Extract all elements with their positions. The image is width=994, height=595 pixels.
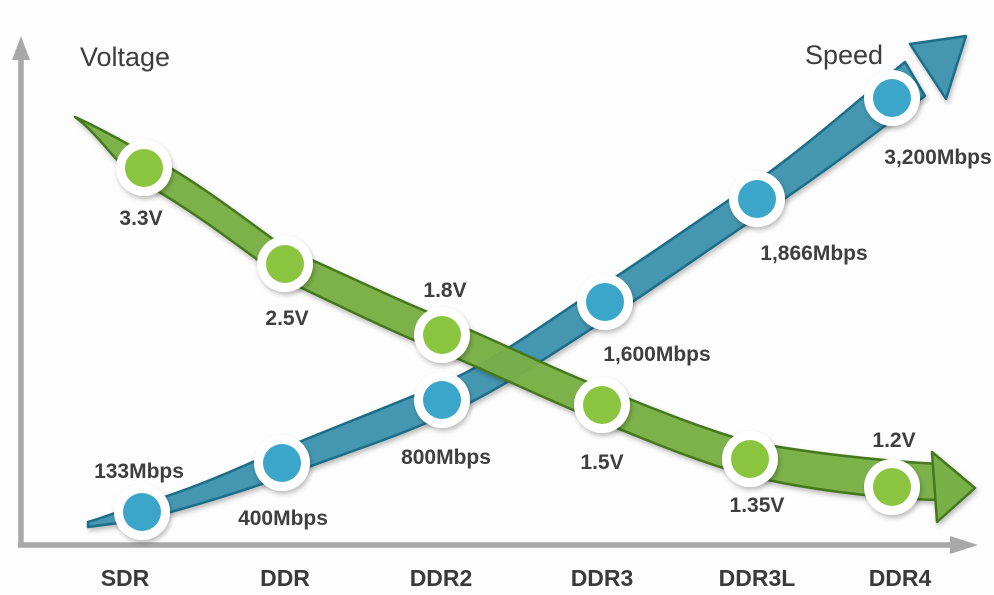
speed-point-ddr2 — [414, 372, 470, 428]
speed-arrowhead — [908, 34, 968, 101]
category-label-sdr: SDR — [101, 565, 150, 591]
speed-point-ddr — [254, 435, 310, 491]
voltage-point-ddr4 — [864, 459, 920, 515]
speed-point-ddr4 — [864, 70, 920, 126]
right-arrow-icon — [950, 536, 978, 554]
voltage-point-ddr3 — [574, 377, 630, 433]
voltage-label-ddr2: 1.8V — [423, 279, 466, 302]
voltage-label-sdr: 3.3V — [119, 207, 162, 230]
speed-curve — [86, 34, 968, 529]
voltage-point-ddr3l — [722, 431, 778, 487]
category-label-ddr3l: DDR3L — [719, 565, 796, 591]
speed-series-title: Speed — [805, 40, 883, 70]
category-label-ddr4: DDR4 — [869, 565, 932, 591]
voltage-label-ddr3: 1.5V — [580, 451, 623, 474]
voltage-curve — [73, 115, 977, 524]
up-arrow-icon — [12, 36, 30, 60]
y-axis — [12, 36, 30, 545]
speed-label-ddr4: 3,200Mbps — [884, 146, 991, 169]
category-label-ddr: DDR — [260, 565, 310, 591]
speed-points — [114, 70, 920, 540]
speed-label-ddr: 400Mbps — [238, 507, 328, 530]
category-label-ddr3: DDR3 — [571, 565, 634, 591]
category-label-ddr2: DDR2 — [410, 565, 473, 591]
speed-point-sdr — [114, 484, 170, 540]
speed-label-sdr: 133Mbps — [94, 460, 184, 483]
speed-label-ddr3l: 1,866Mbps — [760, 242, 867, 265]
voltage-point-sdr — [116, 140, 172, 196]
voltage-point-ddr2 — [414, 307, 470, 363]
voltage-arrowhead — [930, 450, 977, 524]
voltage-label-ddr: 2.5V — [265, 307, 308, 330]
voltage-series-title: Voltage — [80, 42, 170, 72]
voltage-label-ddr4: 1.2V — [872, 429, 915, 452]
speed-point-ddr3l — [729, 171, 785, 227]
speed-point-ddr3 — [577, 274, 633, 330]
voltage-label-ddr3l: 1.35V — [730, 494, 785, 517]
voltage-points — [116, 140, 920, 515]
voltage-point-ddr — [257, 236, 313, 292]
speed-label-ddr3: 1,600Mbps — [603, 343, 710, 366]
x-axis — [18, 536, 978, 554]
speed-label-ddr2: 800Mbps — [401, 446, 491, 469]
